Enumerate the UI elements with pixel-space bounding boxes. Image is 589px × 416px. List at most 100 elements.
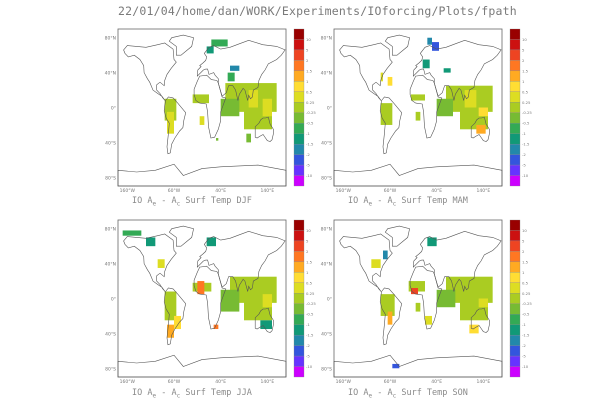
coastline-south-america [379,287,403,346]
anomaly-cell [206,237,216,247]
colorbar-swatch [509,123,521,134]
lon-tick-label: 60°W [384,379,397,385]
anomaly-cell [199,116,205,125]
colorbar-tick-label: 1 [522,270,525,275]
anomaly-cell [425,315,432,325]
colorbar-tick-label: 0.25 [522,100,531,105]
colorbar-tick-label: 10 [522,228,527,233]
lon-tick-label: 160°W [336,188,352,194]
colorbar-tick-label: -10 [306,173,313,178]
colorbar-tick-label: 5 [306,238,309,243]
colorbar-swatch [509,324,521,336]
anomaly-cell [122,230,142,236]
coastline-australia [254,307,274,333]
map-panel-djf: 80°N 40°N 0° 40°S 80°S 160°W 60°W 40°E 140°E 10 5 2… [104,26,316,206]
colorbar-swatch [509,133,521,145]
colorbar-swatch [509,60,521,72]
coastline-greenland [384,34,410,56]
colorbar: 10 5 2 1.5 1 0.5 0.25 -0.25 -0.5 -1 -1.5 -2 -5 -10 [293,28,316,187]
anomaly-cell [220,289,240,312]
colorbar-tick-label: -2 [522,152,526,157]
colorbar-swatch [293,282,305,294]
anomaly-cell [436,289,456,308]
colorbar-tick-label: 0.5 [522,280,529,285]
colorbar-tick-label: 2 [522,249,525,254]
colorbar-tick-label: 5 [522,47,525,52]
lat-tick-label: 80°S [105,366,116,372]
anomaly-cell [220,98,240,117]
panel-title-mam: IO Ae - Ac Surf Temp MAM [348,196,468,208]
coastline-australia [470,116,490,142]
colorbar-tick-label: -1.5 [522,333,530,338]
anomaly-cell [164,98,177,121]
colorbar-swatch [293,39,305,51]
colorbar-swatch [509,39,521,51]
colorbar-swatch [509,240,521,252]
lat-tick-label: 40°S [321,140,332,146]
coastline-south-america [163,287,187,346]
colorbar-swatch [293,102,305,113]
lon-tick-label: 140°E [476,188,490,194]
colorbar-tick-label: -5 [522,354,526,359]
colorbar-tick-label: 0.25 [306,291,315,296]
map-panel-mam: 80°N 40°N 0° 40°S 80°S 160°W 60°W 40°E 140°E 10 5 2… [320,26,532,206]
lon-tick-label: 40°E [215,188,226,194]
anomaly-cell [146,237,156,247]
colorbar-swatch [293,334,305,346]
anomaly-cell [408,281,425,292]
colorbar-tick-label: -1 [306,322,310,327]
coastlines [333,225,503,378]
anomaly-cell [383,250,388,260]
title-suffix: Surf Temp SON [396,388,468,398]
colorbar: 10 5 2 1.5 1 0.5 0.25 -0.25 -0.5 -1 -1.5 -2 -5 -10 [509,28,532,187]
title-sub2: c [176,200,181,208]
anomaly-cell [246,133,251,143]
lat-tick-label: 40°S [321,331,332,337]
coastline-greenland [168,225,194,247]
colorbar-swatch [293,60,305,72]
lon-tick-label: 160°W [336,379,352,385]
colorbar-tick-label: 0.5 [522,89,529,94]
title-sub1: e [152,392,157,400]
title-prefix: IO A [132,196,153,206]
colorbar-swatch [293,230,305,242]
map-plot-mam: 80°N 40°N 0° 40°S 80°S 160°W 60°W 40°E 140°E 10 5 2… [321,28,532,194]
lat-tick-label: 80°N [321,227,332,233]
colorbar-swatch [509,143,521,155]
colorbar-swatch [293,345,305,357]
coastline-south-america [379,96,403,155]
anomaly-cell [213,324,219,330]
colorbar-tick-label: 1 [306,79,309,84]
coastline-north-america [123,42,177,101]
lat-tick-label: 40°N [105,71,116,77]
coastline-greenland [384,225,410,247]
lat-tick-label: 0° [327,297,332,303]
map-plot-djf: 80°N 40°N 0° 40°S 80°S 160°W 60°W 40°E 140°E 10 5 2… [105,28,316,194]
anomaly-cell [422,59,430,69]
anomaly-cell [415,302,421,312]
colorbar-swatch [509,49,521,61]
colorbar-tick-label: -0.5 [522,121,530,126]
colorbar-tick-label: -0.5 [522,312,530,317]
title-middle: - A [156,388,177,398]
colorbar-tick-label: -0.25 [306,301,316,306]
colorbar-swatch [509,175,521,187]
anomaly-cell [371,259,381,268]
anomaly-cell [432,42,439,51]
anomaly-cell [211,39,228,47]
colorbar-tick-label: 10 [306,37,311,42]
title-prefix: IO A [132,388,153,398]
colorbar-swatch [509,282,521,294]
coastlines [117,34,287,187]
colorbar-tick-label: 2 [522,58,525,63]
coastline-africa [193,265,227,330]
figure-path-header: 22/01/04/home/dan/WORK/Experiments/IOfor… [118,4,517,18]
colorbar-swatch [509,251,521,263]
coastlines [333,34,503,187]
map-panel-son: 80°N 40°N 0° 40°S 80°S 160°W 60°W 40°E 140°E 10 5 2… [320,217,532,397]
colorbar-swatch [293,272,305,283]
colorbar-swatch [509,334,521,346]
colorbar-tick-label: 0.25 [522,291,531,296]
anomaly-cell [476,124,486,134]
colorbar-tick-label: 5 [306,47,309,52]
